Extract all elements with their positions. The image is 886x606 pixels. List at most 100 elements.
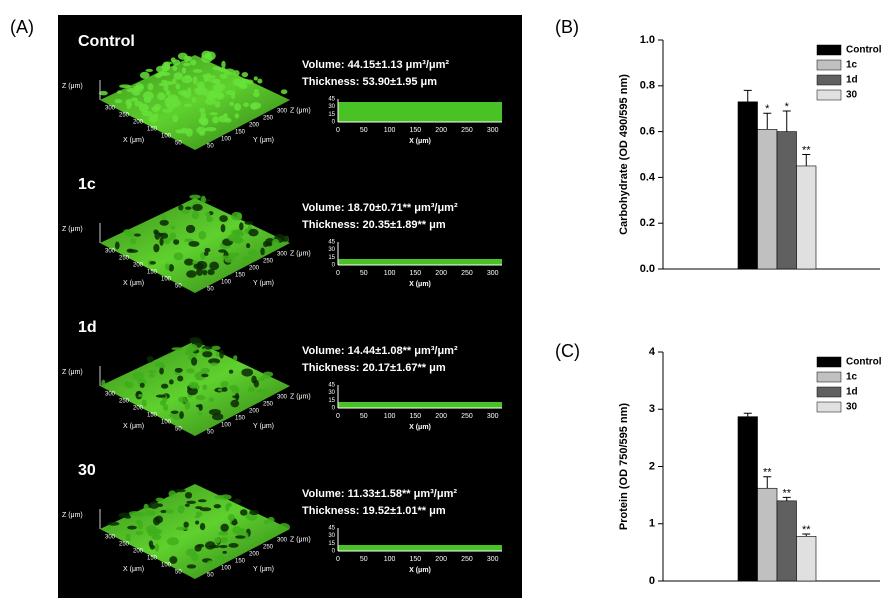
surface-peak [178, 204, 183, 210]
surface-peak [171, 226, 176, 230]
legend-label: 1c [846, 372, 858, 383]
profile-z-tick: 45 [328, 526, 335, 532]
profile [338, 402, 502, 408]
surface-tick: 250 [119, 256, 130, 262]
profile-x-tick: 250 [461, 270, 473, 277]
surface-tick: 100 [221, 137, 232, 143]
surface-peak [163, 61, 172, 64]
surface-peak [217, 555, 227, 560]
profile-x-tick: 50 [360, 413, 368, 420]
surface-peak [242, 72, 249, 77]
surface-peak [251, 376, 256, 384]
surface-peak [185, 207, 192, 210]
surface-peak [160, 510, 166, 513]
surface-peak [183, 63, 191, 67]
surface-axis-label: Y (μm) [253, 280, 274, 287]
surface-peak [185, 351, 193, 355]
surface-peak [157, 92, 165, 100]
profile [338, 259, 502, 265]
profile-x-tick: 0 [336, 270, 340, 277]
significance-label: ** [782, 487, 791, 499]
surface-tick: 50 [175, 141, 182, 147]
surface-peak [248, 387, 255, 393]
surface-peak [169, 232, 176, 240]
surface-axis-label: Z (μm) [62, 226, 83, 233]
thickness-text: Thickness: 20.17±1.67** μm [302, 362, 446, 374]
surface-peak [248, 229, 258, 237]
panel-label: (B) [555, 17, 579, 37]
profile-x-tick: 200 [435, 556, 447, 563]
surface-peak [266, 242, 272, 246]
surface-peak [195, 521, 199, 525]
surface-peak [220, 494, 232, 500]
significance-label: * [765, 103, 770, 115]
error-bar [763, 113, 771, 129]
legend-swatch [817, 387, 841, 397]
surface-peak [149, 501, 159, 508]
surface-peak [184, 104, 192, 108]
surface-peak [219, 350, 224, 359]
surface-peak [261, 375, 271, 379]
profile-x-tick: 300 [487, 270, 499, 277]
surface-peak [115, 99, 123, 103]
surface-peak [130, 237, 136, 244]
surface-tick: 100 [161, 134, 172, 140]
surface-peak [240, 509, 247, 515]
surface-peak [190, 60, 196, 66]
surface-peak [119, 84, 131, 88]
surface-peak [135, 520, 141, 523]
profile-z-tick: 30 [328, 104, 335, 110]
surface-peak [186, 501, 196, 504]
profile-x-tick: 150 [410, 127, 422, 134]
y-tick-label: 4 [649, 346, 656, 358]
surface-peak [140, 383, 145, 388]
profile-x-tick: 300 [487, 127, 499, 134]
surface-peak [134, 233, 141, 236]
profile-x-tick: 300 [487, 413, 499, 420]
legend-swatch [817, 60, 841, 70]
surface-tick: 300 [277, 538, 288, 544]
surface-tick: 300 [277, 109, 288, 115]
surface-peak [221, 224, 226, 232]
profile-x-tick: 150 [410, 413, 422, 420]
surface-peak [192, 211, 199, 219]
surface-tick: 150 [147, 127, 158, 133]
surface-peak [132, 372, 143, 380]
surface-peak [200, 523, 205, 530]
surface-axis-label: Y (μm) [253, 566, 274, 573]
surface-peak [215, 84, 225, 92]
significance-label: ** [802, 144, 811, 156]
y-tick-label: 0.8 [640, 80, 655, 92]
surface-peak [192, 204, 203, 211]
surface-peak [210, 79, 220, 84]
surface-peak [214, 537, 221, 543]
surface-axis-label: Y (μm) [253, 423, 274, 430]
surface-peak [257, 79, 262, 84]
surface-peak [228, 514, 235, 521]
surface-peak [198, 499, 207, 502]
profile-axis-label: X (μm) [409, 424, 431, 431]
legend-label: 1d [846, 387, 858, 398]
surface-tick: 100 [221, 423, 232, 429]
surface-tick: 50 [175, 427, 182, 433]
surface-peak [174, 252, 184, 260]
surface-tick: 300 [105, 392, 116, 398]
surface-peak [139, 104, 149, 113]
surface-peak [185, 492, 192, 499]
y-tick-label: 0.4 [640, 171, 656, 183]
surface-peak [186, 368, 195, 373]
legend-label: 1c [846, 60, 858, 71]
profile-axis-label: Z (μm) [290, 393, 311, 400]
surface-peak [177, 376, 183, 382]
surface-peak [268, 517, 275, 523]
surface-peak [130, 97, 138, 101]
surface-peak [169, 414, 177, 417]
profile-z-tick: 30 [328, 390, 335, 396]
surface-peak [201, 51, 211, 59]
error-bar [783, 111, 791, 132]
surface-axis-label: X (μm) [123, 423, 144, 430]
surface-peak [188, 344, 198, 352]
surface-peak [147, 356, 154, 362]
surface-peak [246, 243, 250, 248]
surface-peak [243, 102, 249, 106]
